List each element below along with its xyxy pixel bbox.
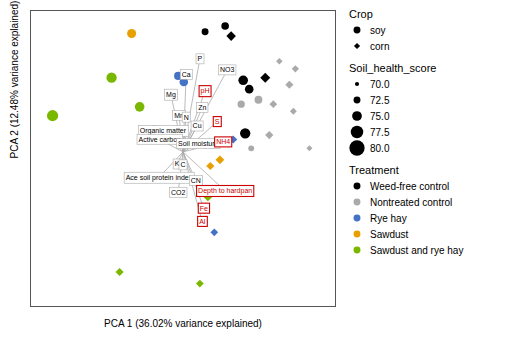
svg-text:PCA 2 (12.48% variance explain: PCA 2 (12.48% variance explained) <box>9 1 20 159</box>
html-text:70.0: 70.0 <box>370 78 390 90</box>
html-text:soy: soy <box>370 24 386 36</box>
html-text:Sawdust and rye hay: Sawdust and rye hay <box>370 244 464 256</box>
svg-text:Mn: Mn <box>174 111 184 119</box>
svg-text:CN: CN <box>191 177 201 184</box>
html-text:Crop: Crop <box>349 8 373 20</box>
svg-text:NO3: NO3 <box>220 66 235 73</box>
svg-text:S: S <box>215 118 220 125</box>
html-text:corn: corn <box>370 40 390 52</box>
svg-text:Organic matter: Organic matter <box>140 127 187 135</box>
html-text:Rye hay: Rye hay <box>370 212 407 224</box>
svg-text:Soil moisture: Soil moisture <box>178 140 219 147</box>
html-text:Nontreated control: Nontreated control <box>370 196 453 208</box>
svg-text:Fe: Fe <box>200 205 208 212</box>
svg-text:Depth to hardpan: Depth to hardpan <box>198 187 252 195</box>
svg-text:PCA 1 (36.02% variance explain: PCA 1 (36.02% variance explained) <box>104 318 262 329</box>
svg-text:N: N <box>184 114 189 121</box>
html-text:Weed-free control: Weed-free control <box>370 180 450 192</box>
html-text:72.5: 72.5 <box>370 94 390 106</box>
svg-text:Zn: Zn <box>198 104 206 111</box>
html-text:Soil_health_score: Soil_health_score <box>349 62 437 74</box>
html-text:Treatment: Treatment <box>349 164 399 176</box>
svg-text:Mg: Mg <box>166 91 176 99</box>
html-text:77.5: 77.5 <box>370 126 390 138</box>
svg-text:C: C <box>180 161 185 168</box>
svg-text:P: P <box>198 55 203 62</box>
html-text:80.0: 80.0 <box>370 142 390 154</box>
html-text:75.0: 75.0 <box>370 110 390 122</box>
svg-text:CO2: CO2 <box>171 189 186 196</box>
html-text:Sawdust: Sawdust <box>370 228 409 240</box>
svg-text:NH4: NH4 <box>216 138 230 145</box>
svg-text:Cu: Cu <box>193 122 202 129</box>
svg-text:pH: pH <box>201 87 210 95</box>
svg-text:Ca: Ca <box>182 71 191 78</box>
svg-text:K: K <box>174 160 180 168</box>
svg-text:Active carbon: Active carbon <box>139 136 182 143</box>
svg-text:Al: Al <box>199 218 206 225</box>
svg-text:Ace soil protein index: Ace soil protein index <box>126 174 193 182</box>
